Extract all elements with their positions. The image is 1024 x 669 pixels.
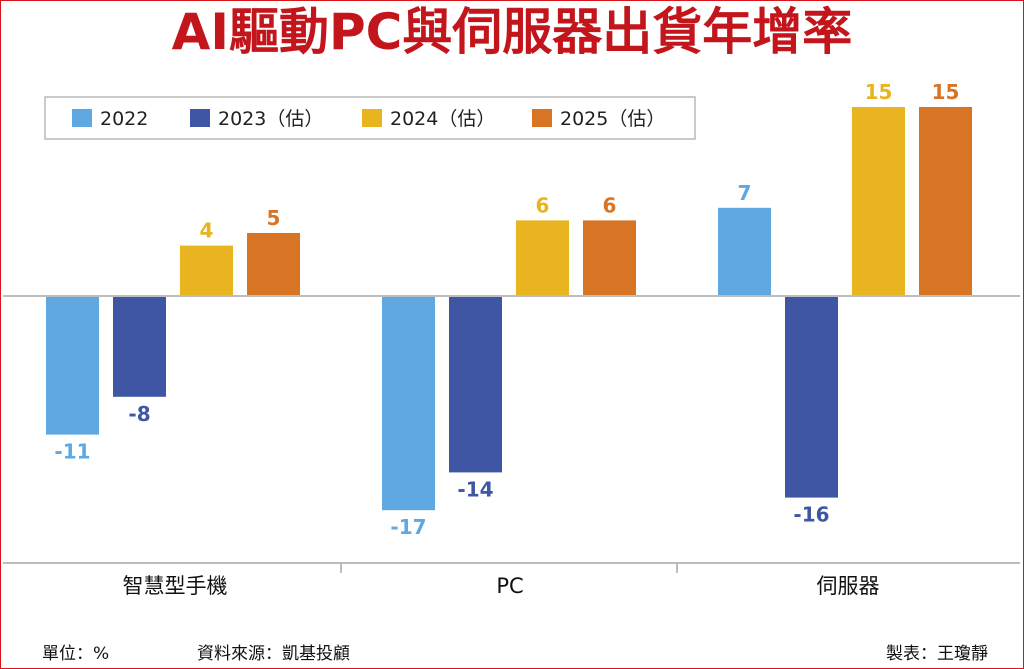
data-label-1-4: 5 <box>267 206 281 230</box>
bar-3-3 <box>852 107 905 296</box>
data-label-1-2: -8 <box>128 402 150 426</box>
category-label-2: PC <box>496 574 523 598</box>
legend-label-4: 2025（估） <box>560 108 665 130</box>
legend-swatch-3 <box>362 109 382 127</box>
data-label-3-3: 15 <box>865 80 893 104</box>
data-label-2-1: -17 <box>390 515 426 539</box>
bar-1-1 <box>46 296 99 435</box>
category-label-3: 伺服器 <box>817 574 880 598</box>
bar-3-4 <box>919 107 972 296</box>
bar-1-4 <box>247 233 300 296</box>
bar-2-1 <box>382 296 435 511</box>
data-label-2-2: -14 <box>457 477 493 501</box>
data-label-3-1: 7 <box>738 181 752 205</box>
data-label-3-2: -16 <box>793 503 829 527</box>
legend-swatch-2 <box>190 109 210 127</box>
bar-2-3 <box>516 220 569 296</box>
unit-note: 單位：% <box>42 644 110 664</box>
legend: 2022 2023（估） 2024（估） 2025（估） <box>44 96 696 140</box>
data-label-3-4: 15 <box>932 80 960 104</box>
legend-swatch-1 <box>72 109 92 127</box>
data-label-2-4: 6 <box>603 193 617 217</box>
legend-label-1: 2022 <box>100 108 148 130</box>
bar-1-3 <box>180 245 233 296</box>
source-note: 資料來源：凱基投顧 <box>197 644 350 664</box>
data-label-1-1: -11 <box>54 440 90 464</box>
chart-title: AI驅動PC與伺服器出貨年增率 <box>171 3 853 61</box>
bar-3-2 <box>785 296 838 498</box>
data-label-1-3: 4 <box>200 219 214 243</box>
data-labels: -11 -8 4 5 -17 -14 6 6 7 -16 15 15 <box>54 80 959 539</box>
bars <box>46 107 972 511</box>
category-labels: 智慧型手機 PC 伺服器 <box>123 563 880 598</box>
bar-2-2 <box>449 296 502 473</box>
bar-3-1 <box>718 207 771 296</box>
credit-note: 製表：王瓊靜 <box>886 644 988 664</box>
bar-2-4 <box>583 220 636 296</box>
legend-label-2: 2023（估） <box>218 108 323 130</box>
bar-1-2 <box>113 296 166 397</box>
category-label-1: 智慧型手機 <box>123 574 228 598</box>
data-label-2-3: 6 <box>536 193 550 217</box>
legend-swatch-4 <box>532 109 552 127</box>
legend-label-3: 2024（估） <box>390 108 495 130</box>
